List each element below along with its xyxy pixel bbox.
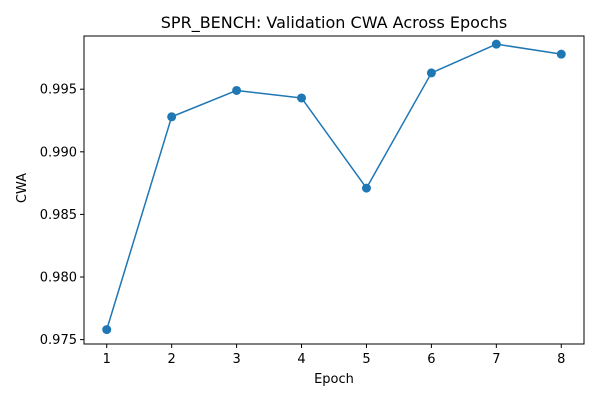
x-tick-label: 3 (232, 352, 240, 367)
y-tick-label: 0.975 (40, 333, 77, 348)
axes-frame (83, 35, 585, 345)
data-point-epoch-8 (556, 49, 566, 59)
series-line (106, 43, 562, 330)
y-tick-label: 0.990 (40, 145, 77, 160)
x-tick-label: 6 (427, 352, 435, 367)
y-tick-label: 0.985 (40, 208, 77, 223)
x-tick-label: 7 (492, 352, 500, 367)
y-tick-label: 0.995 (40, 83, 77, 98)
data-point-epoch-5 (361, 183, 371, 193)
chart-title: SPR_BENCH: Validation CWA Across Epochs (161, 13, 507, 33)
data-point-epoch-7 (491, 39, 501, 49)
y-axis-label: CWA (15, 173, 30, 203)
x-tick-label: 2 (168, 352, 176, 367)
x-tick-label: 8 (557, 352, 565, 367)
x-tick-label: 1 (103, 352, 111, 367)
x-axis-label: Epoch (314, 372, 354, 387)
data-point-epoch-6 (426, 68, 436, 78)
axis-ticks: 1 2 3 4 5 6 7 8 0.975 0.980 0.985 0.990 0.995 (40, 83, 566, 367)
data-point-epoch-3 (232, 85, 242, 95)
data-point-epoch-1 (102, 325, 112, 335)
x-tick-label: 5 (362, 352, 370, 367)
data-point-epoch-4 (297, 93, 307, 103)
x-tick-label: 4 (297, 352, 305, 367)
y-tick-label: 0.980 (40, 271, 77, 286)
data-point-epoch-2 (167, 112, 177, 122)
data-series (102, 39, 566, 335)
